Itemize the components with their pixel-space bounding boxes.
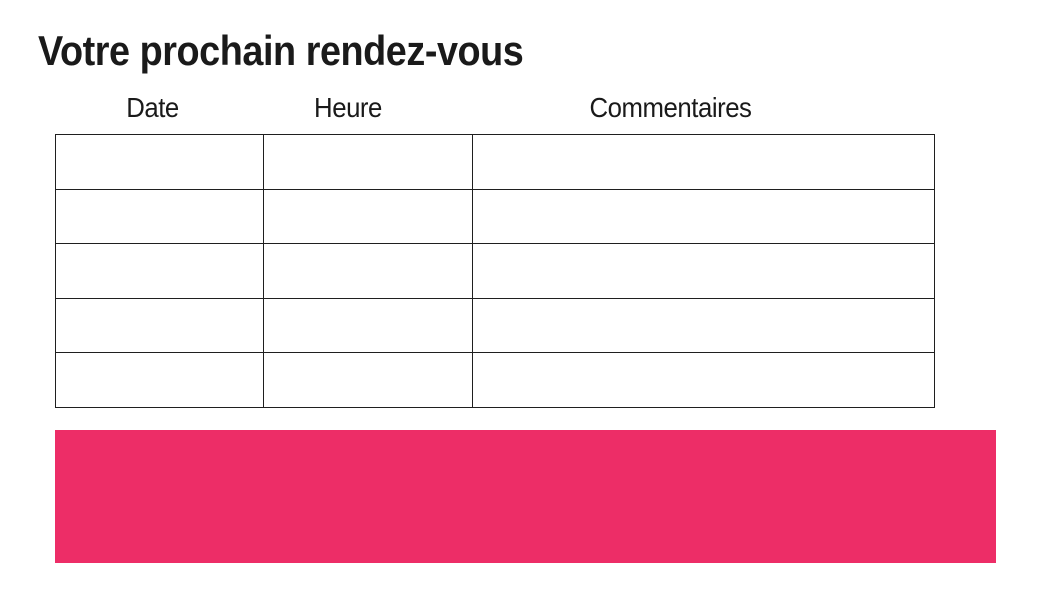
page-title: Votre prochain rendez-vous xyxy=(38,27,524,74)
table-cell xyxy=(472,134,935,190)
column-header-date: Date xyxy=(126,92,179,123)
appointments-table-body xyxy=(55,134,935,408)
table-row xyxy=(55,188,935,245)
appointments-table xyxy=(55,134,935,408)
table-cell xyxy=(55,352,264,408)
table-cell xyxy=(55,188,264,245)
table-cell xyxy=(472,243,935,299)
table-row xyxy=(55,297,935,354)
table-cell xyxy=(55,297,264,354)
table-cell xyxy=(263,243,473,299)
table-row xyxy=(55,243,935,299)
highlight-band xyxy=(55,430,996,563)
table-cell xyxy=(263,297,473,354)
table-row xyxy=(55,134,935,190)
table-column-headers: Date Heure Commentaires xyxy=(55,90,895,126)
table-cell xyxy=(263,352,473,408)
table-cell xyxy=(472,352,935,408)
table-cell xyxy=(55,134,264,190)
table-row xyxy=(55,352,935,408)
column-header-commentaires: Commentaires xyxy=(589,92,752,123)
table-cell xyxy=(263,188,473,245)
table-cell xyxy=(263,134,473,190)
column-header-heure: Heure xyxy=(314,92,382,123)
table-cell xyxy=(55,243,264,299)
table-cell xyxy=(472,297,935,354)
table-cell xyxy=(472,188,935,245)
